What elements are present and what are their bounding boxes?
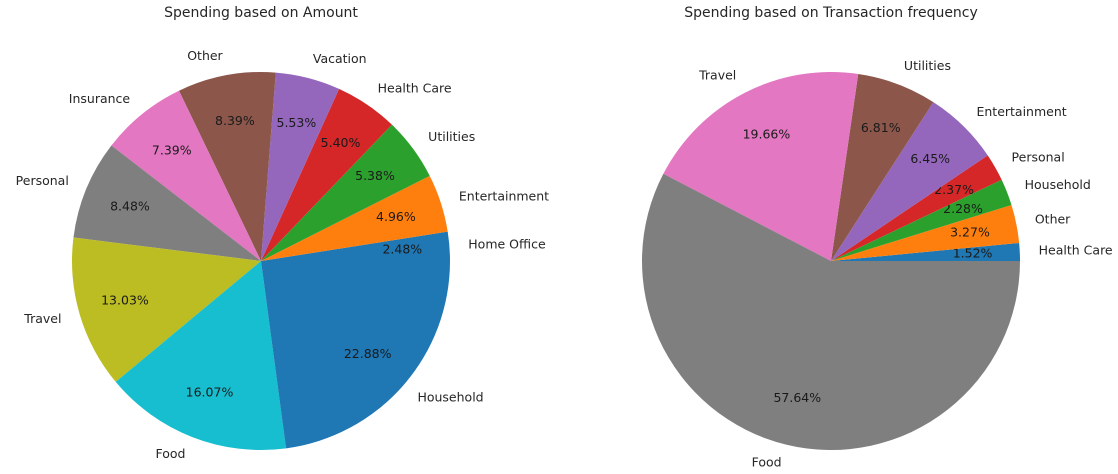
slice-label-home-office: Home Office	[468, 236, 546, 251]
pie-slice-utilities	[831, 73, 934, 261]
pie-slice-travel	[71, 237, 261, 382]
slice-label-food: Food	[155, 446, 185, 461]
pie-slice-entertainment	[261, 175, 448, 261]
slice-percent-insurance: 7.39%	[152, 142, 192, 157]
pie-slice-personal	[73, 145, 261, 261]
slice-label-entertainment: Entertainment	[976, 104, 1066, 119]
slice-label-food: Food	[752, 454, 782, 469]
slice-label-personal: Personal	[16, 173, 69, 188]
slice-label-health-care: Health Care	[378, 80, 452, 95]
slice-percent-household: 22.88%	[344, 346, 392, 361]
pie-slice-home-office	[261, 231, 450, 261]
slice-percent-travel: 19.66%	[743, 126, 791, 141]
slice-percent-travel: 13.03%	[101, 292, 149, 307]
slice-label-other: Other	[1035, 212, 1071, 227]
slice-percent-entertainment: 4.96%	[376, 209, 416, 224]
slice-percent-utilities: 5.38%	[355, 168, 395, 183]
slice-label-personal: Personal	[1012, 149, 1065, 164]
pie-slice-travel	[663, 71, 859, 261]
slice-percent-household: 2.28%	[943, 201, 983, 216]
pie-slice-household	[831, 179, 1012, 261]
pie-slice-health-care	[831, 242, 1020, 261]
slice-percent-home-office: 2.48%	[382, 241, 422, 256]
slice-percent-personal: 2.37%	[934, 182, 974, 197]
pie-slice-food	[115, 261, 287, 450]
slice-label-other: Other	[187, 48, 223, 63]
slice-percent-personal: 8.48%	[110, 198, 150, 213]
slice-label-entertainment: Entertainment	[459, 189, 549, 204]
slice-label-utilities: Utilities	[904, 58, 951, 73]
slice-percent-health-care: 5.40%	[321, 135, 361, 150]
slice-percent-vacation: 5.53%	[277, 115, 317, 130]
slice-percent-entertainment: 6.45%	[910, 151, 950, 166]
pie-slice-food	[641, 173, 1020, 450]
chart-title-frequency: Spending based on Transaction frequency	[684, 5, 978, 21]
slice-label-travel: Travel	[23, 311, 61, 326]
slice-percent-other: 8.39%	[215, 113, 255, 128]
slice-label-utilities: Utilities	[428, 129, 475, 144]
pie-amount: Home Office 2.48% Entertainment 4.96% Utilit…	[16, 48, 550, 461]
chart-title-amount: Spending based on Amount	[164, 5, 358, 21]
slice-label-household: Household	[417, 389, 483, 404]
pie-slice-personal	[831, 155, 1002, 261]
pie-slice-insurance	[111, 90, 262, 262]
pie-slice-health-care	[261, 88, 392, 261]
pie-slice-other	[831, 204, 1020, 261]
pie-slice-other	[178, 72, 276, 261]
slice-label-travel: Travel	[698, 67, 736, 82]
slice-percent-health-care: 1.52%	[953, 246, 993, 261]
slice-label-household: Household	[1025, 177, 1091, 192]
slice-percent-utilities: 6.81%	[861, 120, 901, 135]
pie-slice-vacation	[261, 72, 340, 261]
slice-percent-food: 57.64%	[773, 390, 821, 405]
pie-frequency: Health Care 1.52% Other 3.27% Household 2.28%…	[641, 58, 1113, 469]
slice-percent-other: 3.27%	[950, 225, 990, 240]
slice-percent-food: 16.07%	[186, 385, 234, 400]
pie-slice-household	[261, 261, 450, 449]
pie-slice-entertainment	[831, 102, 988, 261]
slice-label-vacation: Vacation	[313, 51, 367, 66]
pie-slice-utilities	[261, 124, 430, 262]
slice-label-health-care: Health Care	[1039, 243, 1113, 258]
slice-label-insurance: Insurance	[69, 91, 131, 106]
